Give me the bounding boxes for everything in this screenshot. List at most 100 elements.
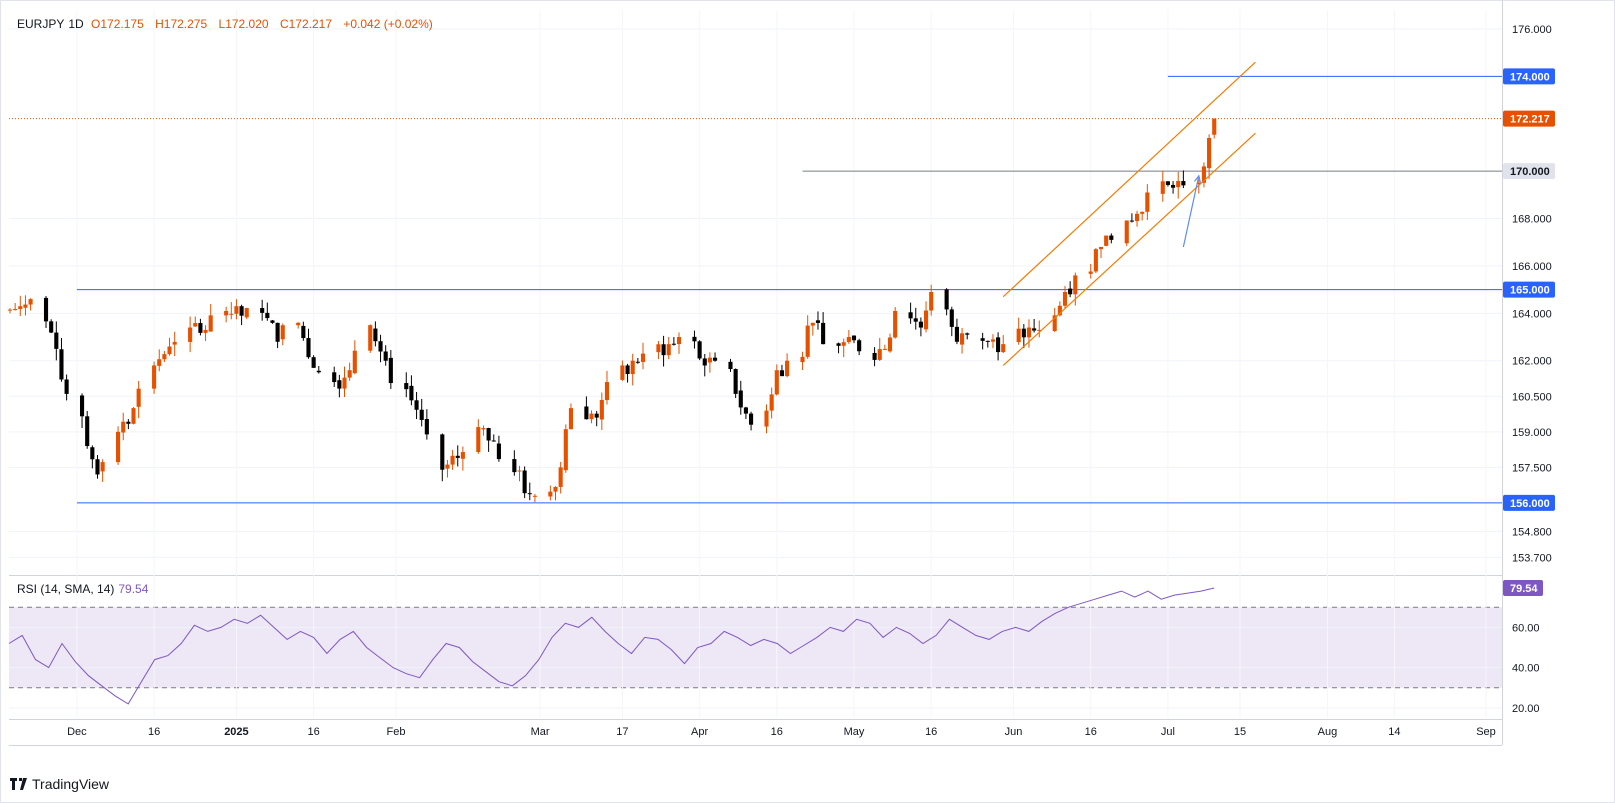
candle-body	[193, 323, 198, 327]
candle-body	[1160, 181, 1165, 194]
candle-body	[1068, 288, 1073, 295]
candle-body	[450, 455, 455, 465]
candle-body	[913, 318, 918, 322]
candle-body	[301, 325, 306, 339]
tradingview-logo-icon	[10, 778, 27, 790]
price-tick-label: 153.700	[1512, 552, 1552, 564]
time-tick-label: 17	[616, 726, 628, 738]
candle-body	[1093, 249, 1098, 272]
candle-body	[548, 491, 553, 497]
rsi-value-tag	[1503, 579, 1543, 596]
level-price-tag	[1503, 281, 1555, 298]
last-price-tag	[1503, 110, 1555, 127]
timeframe[interactable]: 1D	[68, 17, 84, 31]
rsi-value: 79.54	[118, 582, 149, 596]
candle-body	[265, 312, 270, 319]
candle-body	[743, 407, 748, 414]
tradingview-brand[interactable]: TradingView	[10, 776, 109, 792]
candle-body	[275, 322, 280, 342]
time-tick-label: Apr	[691, 726, 708, 738]
candle-body	[563, 429, 568, 471]
candle-body	[455, 455, 460, 458]
candle-body	[167, 346, 172, 355]
candle-body	[157, 359, 162, 366]
candle-body	[224, 310, 229, 316]
candle-body	[887, 337, 893, 352]
candle-body	[1212, 118, 1217, 135]
candle-body	[666, 344, 671, 356]
price-tick-label: 176.000	[1512, 24, 1552, 36]
candle-body	[785, 360, 790, 377]
candle-body	[491, 440, 496, 442]
candle-body	[1037, 329, 1042, 331]
rsi-value-label: 79.54	[1510, 583, 1538, 595]
last-price-label: 172.217	[1510, 114, 1550, 126]
candle-body	[306, 338, 311, 358]
price-tick-label: 159.000	[1512, 427, 1552, 439]
candle-body	[522, 470, 527, 494]
candle-body	[1145, 192, 1150, 212]
candle-body	[1201, 166, 1207, 183]
candle-body	[28, 299, 33, 305]
candle-body	[244, 308, 249, 318]
candle-body	[589, 413, 594, 420]
candle-body	[131, 408, 136, 424]
candle-body	[476, 427, 481, 453]
candle-body	[877, 349, 882, 360]
time-tick-label: Mar	[531, 726, 550, 738]
candle-body	[1129, 220, 1134, 222]
candle-body	[929, 292, 934, 311]
candle-body	[311, 357, 316, 368]
level-price-label: 156.000	[1510, 498, 1550, 510]
candle-body	[1098, 246, 1104, 250]
rsi-label[interactable]: RSI (14, SMA, 14)	[17, 582, 115, 596]
time-tick-label: Dec	[67, 726, 87, 738]
symbol-name[interactable]: EURJPY	[17, 17, 65, 31]
candle-body	[882, 348, 887, 350]
symbol-legend: EURJPY 1D O172.175 H172.275 L172.020 C172…	[17, 17, 437, 31]
ohlc-change: +0.042 (+0.02%)	[343, 17, 433, 31]
candle-body	[332, 372, 337, 383]
candle-body	[893, 310, 898, 338]
candle-body	[13, 309, 18, 311]
candle-body	[965, 333, 970, 335]
candle-body	[373, 328, 378, 342]
candle-body	[280, 325, 285, 340]
candle-body	[1181, 181, 1186, 186]
candle-body	[908, 312, 913, 319]
time-tick-label: 16	[925, 726, 937, 738]
candle-body	[1073, 275, 1078, 295]
candle-body	[604, 382, 610, 400]
candle-body	[419, 409, 424, 420]
candle-body	[188, 327, 193, 342]
candle-body	[1171, 184, 1176, 188]
candle-body	[769, 394, 774, 411]
candle-body	[59, 349, 64, 380]
annotation-arrow-head	[1194, 174, 1202, 183]
rsi-tick-label: 40.00	[1512, 663, 1540, 675]
rsi-tick-label: 20.00	[1512, 703, 1540, 715]
candle-body	[116, 431, 121, 463]
ohlc-close: C172.217	[279, 17, 332, 31]
candle-body	[635, 361, 640, 363]
candle-body	[260, 308, 265, 313]
candle-body	[208, 315, 213, 332]
price-tick-label: 162.000	[1512, 356, 1552, 368]
candle-body	[424, 419, 429, 435]
candle-body	[445, 464, 450, 469]
candle-body	[23, 304, 28, 308]
candle-body	[661, 344, 666, 356]
candle-body	[152, 365, 157, 389]
candle-body	[954, 326, 959, 342]
candle-body	[625, 365, 630, 375]
time-tick-label: 2025	[224, 726, 248, 738]
candle-body	[49, 321, 54, 333]
candle-body	[1176, 181, 1181, 188]
candle-body	[749, 413, 754, 425]
candle-body	[1088, 271, 1093, 274]
ohlc-low: L172.020	[218, 17, 269, 31]
candle-body	[800, 356, 805, 363]
candle-body	[162, 354, 167, 360]
price-tick-label: 164.000	[1512, 308, 1552, 320]
candle-body	[378, 341, 383, 352]
